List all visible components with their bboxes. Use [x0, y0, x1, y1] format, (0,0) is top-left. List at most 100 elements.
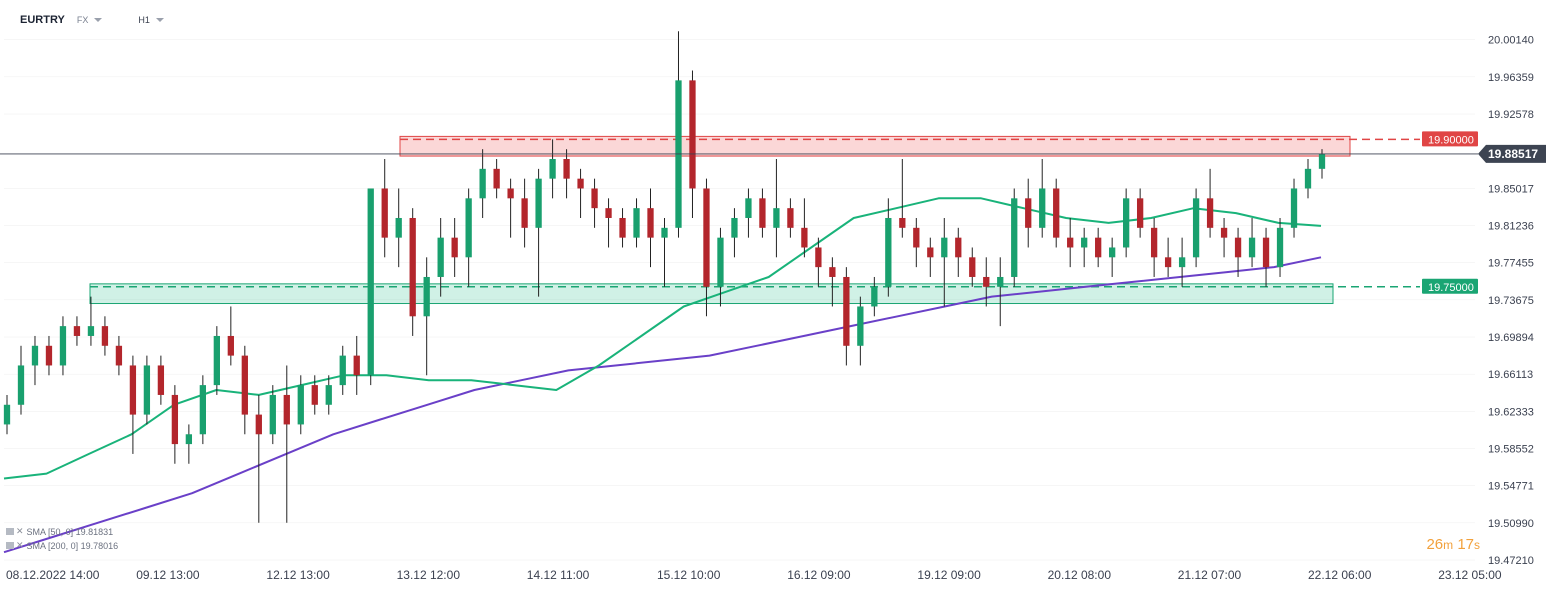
- candle-body: [1053, 188, 1060, 238]
- candle-body: [899, 217, 906, 228]
- sma-50-legend-label: SMA [50, 0] 19.81831: [26, 526, 114, 537]
- sma-50-legend: ✕ SMA [50, 0] 19.81831: [6, 526, 113, 537]
- x-tick-label: 23.12 05:00: [1438, 568, 1502, 582]
- candle-body: [31, 345, 39, 366]
- candle-body: [101, 326, 109, 346]
- y-tick-label: 19.77455: [1488, 258, 1534, 270]
- remove-indicator-icon[interactable]: ✕: [16, 540, 24, 550]
- candle-body: [409, 217, 416, 317]
- candle-body: [885, 217, 892, 287]
- countdown-minutes: 26: [1426, 536, 1444, 553]
- candle-body: [647, 208, 654, 238]
- chart-grid: [4, 39, 1475, 561]
- chart-header: EURTRY FX H1: [20, 14, 164, 26]
- timeframe-dropdown-icon[interactable]: [155, 18, 164, 22]
- x-tick-label: 09.12 13:00: [136, 568, 200, 582]
- candle-body: [927, 247, 934, 258]
- candle-body: [437, 237, 444, 277]
- candle-body: [619, 217, 626, 238]
- indicator-settings-icon[interactable]: [6, 542, 14, 549]
- candle-body: [1192, 198, 1200, 258]
- candle-body: [1290, 188, 1298, 228]
- x-tick-label: 15.12 10:00: [657, 568, 721, 582]
- timeframe-label[interactable]: H1: [138, 15, 150, 25]
- candle-body: [17, 365, 25, 405]
- candle-body: [1067, 237, 1074, 248]
- sma-200-legend-label: SMA [200, 0] 19.78016: [26, 540, 119, 551]
- candle-body: [759, 198, 766, 228]
- candle-body: [997, 276, 1004, 287]
- candle-body: [213, 335, 220, 386]
- y-tick-label: 19.81236: [1488, 221, 1534, 233]
- x-tick-label: 19.12 09:00: [917, 568, 981, 582]
- sma-200-line: [3, 256, 1322, 554]
- y-tick-label: 19.85017: [1488, 183, 1534, 195]
- symbol-label[interactable]: EURTRY: [20, 14, 65, 26]
- last-price-badge: [1478, 144, 1546, 163]
- y-tick-label: 19.54771: [1488, 481, 1534, 493]
- support-zone: [89, 283, 1334, 305]
- candle-body: [1220, 227, 1228, 238]
- candle-body: [1206, 198, 1214, 228]
- price-axis[interactable]: 20.00140 19.96359 19.92578 19.85017 19.81236…: [1488, 35, 1534, 567]
- time-axis[interactable]: 08.12.2022 14:00 09.12 13:00 12.12 13:00 13…: [6, 568, 1502, 582]
- candle-body: [115, 345, 123, 366]
- candle-body: [941, 237, 948, 258]
- candle-body: [1109, 247, 1116, 258]
- candle-body: [171, 394, 179, 445]
- candle-body: [731, 217, 738, 238]
- last-price-label: 19.88517: [1488, 147, 1538, 161]
- candle-body: [605, 208, 612, 218]
- y-tick-label: 19.62333: [1488, 406, 1534, 418]
- candle-body: [1081, 237, 1088, 248]
- candle-body: [269, 394, 276, 435]
- resistance-label: 19.90000: [1428, 134, 1474, 146]
- candle-body: [913, 227, 920, 248]
- candle-body: [1136, 198, 1144, 228]
- candle-body: [423, 276, 430, 317]
- candle-body: [353, 355, 360, 376]
- candle-body: [563, 159, 570, 179]
- candle-body: [871, 286, 878, 307]
- market-dropdown-icon[interactable]: [94, 18, 103, 22]
- candle-body: [661, 227, 668, 238]
- x-tick-label: 20.12 08:00: [1048, 568, 1112, 582]
- countdown-s-unit: s: [1474, 538, 1480, 552]
- candle-body: [1304, 168, 1312, 189]
- candle-body: [241, 355, 248, 415]
- candle-body: [955, 237, 962, 258]
- x-tick-label: 22.12 06:00: [1308, 568, 1372, 582]
- y-tick-label: 19.66113: [1488, 369, 1533, 381]
- remove-indicator-icon[interactable]: ✕: [16, 526, 24, 536]
- sma-200-path: [3, 256, 1322, 554]
- candle-body: [1164, 257, 1172, 268]
- candle-body: [129, 365, 137, 415]
- candle-body: [591, 188, 598, 209]
- market-label: FX: [76, 15, 89, 25]
- candle-body: [703, 188, 710, 287]
- resistance-label-bg: [1422, 131, 1478, 147]
- y-tick-label: 19.58552: [1488, 444, 1534, 456]
- last-price-line: 19.88517: [0, 144, 1546, 163]
- support-label-bg: [1422, 278, 1478, 294]
- y-tick-label: 19.69894: [1488, 332, 1534, 344]
- x-tick-label: 14.12 11:00: [527, 568, 590, 582]
- candle-body: [227, 335, 234, 356]
- candle-body: [857, 306, 864, 346]
- candle-body: [1150, 227, 1158, 258]
- candle-body: [59, 326, 67, 366]
- candle-body: [1262, 237, 1270, 268]
- support-label: 19.75000: [1428, 282, 1474, 294]
- candle-body: [479, 168, 486, 199]
- candle-body: [395, 217, 402, 238]
- candle-body: [745, 198, 752, 218]
- x-tick-label: 12.12 13:00: [266, 568, 330, 582]
- y-tick-label: 19.92578: [1488, 109, 1534, 121]
- candle-body: [311, 385, 318, 405]
- indicator-settings-icon[interactable]: [6, 528, 14, 535]
- candle-body: [73, 326, 81, 336]
- candle-body: [199, 385, 206, 435]
- candle-body: [283, 394, 290, 425]
- candle-body: [773, 208, 780, 228]
